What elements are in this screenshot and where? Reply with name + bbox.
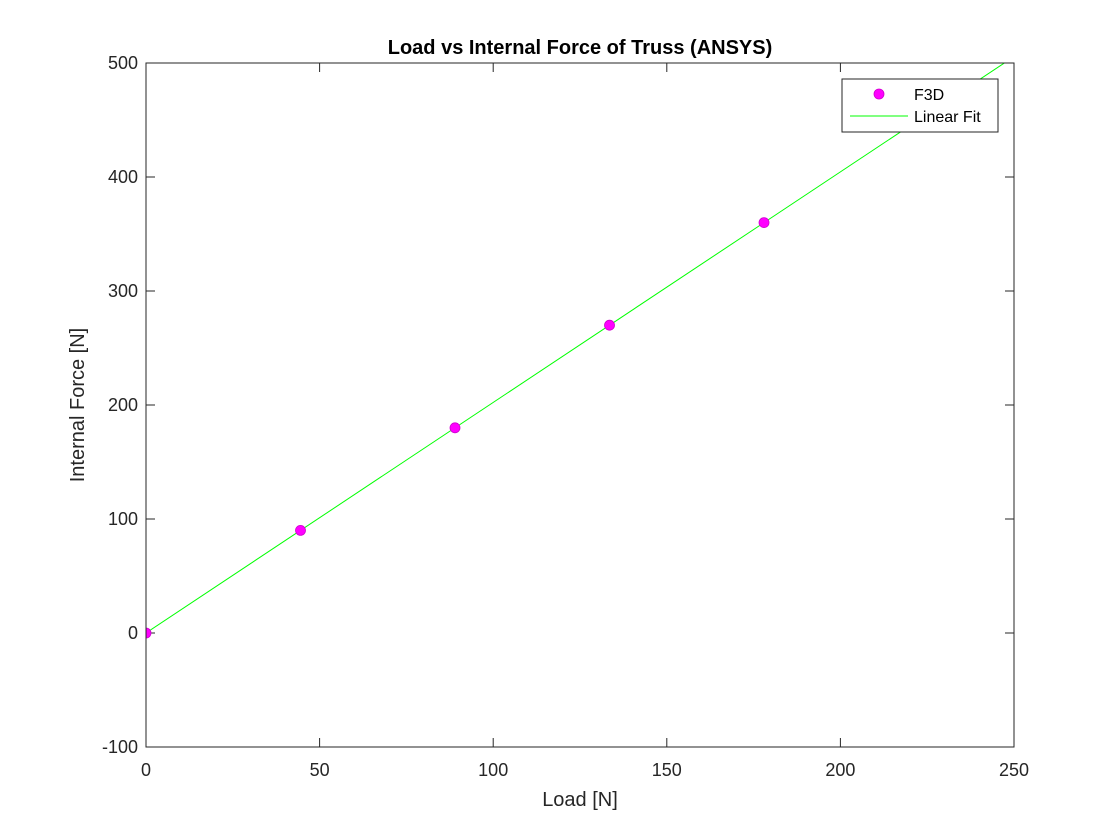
data-point-f3d: [449, 422, 461, 434]
y-tick-label: 300: [108, 281, 138, 301]
y-tick-label: 400: [108, 167, 138, 187]
data-point-f3d: [604, 319, 615, 331]
y-tick-label: 100: [108, 509, 138, 529]
x-tick-label: 150: [652, 760, 682, 780]
legend-label: F3D: [914, 87, 944, 104]
series-line-linear-fit: [146, 63, 1006, 634]
x-tick-label: 0: [141, 760, 151, 780]
data-point-f3d: [146, 627, 152, 639]
data-point-f3d: [295, 525, 306, 536]
x-tick-label: 200: [825, 760, 855, 780]
y-tick-label: 200: [108, 395, 138, 415]
legend-marker-f3d: [873, 88, 885, 100]
series-layer: [146, 63, 1006, 639]
x-axis-label: Load [N]: [542, 789, 618, 811]
x-tick-label: 50: [310, 760, 330, 780]
y-tick-label: 0: [128, 623, 138, 643]
plot-area: [146, 63, 1014, 747]
legend-label: Linear Fit: [914, 109, 981, 126]
chart-title: Load vs Internal Force of Truss (ANSYS): [388, 37, 773, 59]
y-axis-label: Internal Force [N]: [67, 328, 89, 483]
legend: F3D Linear Fit: [841, 78, 999, 133]
x-tick-label: 100: [478, 760, 508, 780]
x-tick-label: 250: [999, 760, 1029, 780]
plot-frame: [145, 62, 1015, 748]
y-tick-label: -100: [102, 737, 138, 757]
data-point-f3d: [758, 217, 770, 229]
legend-box: [841, 78, 999, 133]
y-tick-label: 500: [108, 53, 138, 73]
